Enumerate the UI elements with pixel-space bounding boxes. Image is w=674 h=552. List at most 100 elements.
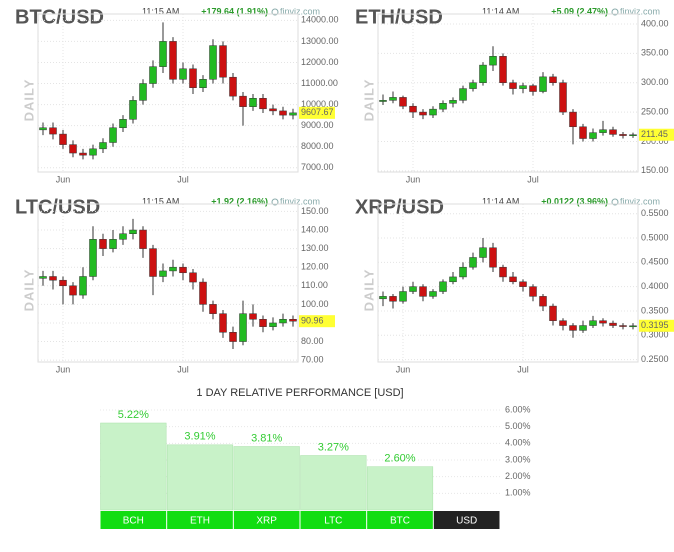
y-tick-label: 8000.00 (301, 141, 334, 151)
y-tick-label: 0.4000 (641, 281, 669, 291)
x-tick-label: Jul (517, 364, 529, 374)
y-tick-label: 0.5000 (641, 232, 669, 242)
candle-body (439, 103, 447, 110)
candle-body (249, 98, 257, 107)
category-box (167, 511, 233, 529)
bar (300, 455, 367, 511)
candle-body (259, 98, 267, 110)
y-tick-label: 130.00 (301, 243, 329, 253)
candle-body (469, 82, 477, 89)
x-tick-label: Jun (56, 364, 71, 374)
candle-body (459, 266, 467, 278)
candle-body (129, 100, 137, 120)
candle-body (479, 247, 487, 258)
x-tick-label: Jun (406, 174, 421, 184)
y-tick-label: 0.3000 (641, 330, 669, 340)
y-tick-label: 100.00 (301, 299, 329, 309)
candle-body (69, 144, 77, 154)
y-tick-label: 250.00 (641, 106, 669, 116)
candle-body (379, 296, 387, 300)
quote-change: +179.64 (1.91%) (201, 6, 268, 16)
y-tick-label: 12000.00 (301, 57, 339, 67)
bar (166, 444, 234, 511)
plot-frame (377, 13, 639, 173)
candle-body (389, 97, 397, 101)
last-price: 0.3195 (641, 320, 669, 330)
candle-body (549, 76, 557, 83)
quote-time: 11:15 AM (142, 6, 179, 16)
candle-body (389, 296, 397, 302)
candle-body (129, 229, 137, 234)
y-tick-label: 4.00% (505, 438, 531, 448)
y-tick-label: 120.00 (301, 262, 329, 272)
candle-body (519, 85, 527, 89)
y-tick-label: 5.00% (505, 421, 531, 431)
y-label: DAILY (361, 79, 376, 122)
candle-body (489, 56, 497, 66)
y-tick-label: 10000.00 (301, 99, 339, 109)
candle-body (399, 97, 407, 107)
candle-body (209, 304, 217, 314)
candle-body (249, 313, 257, 320)
value-label: 2.60% (384, 453, 415, 465)
candle-body (209, 45, 217, 80)
candle-body (239, 313, 247, 342)
y-tick-label: 70.00 (301, 355, 324, 365)
candle-body (439, 281, 447, 292)
candle-body (159, 41, 167, 67)
candle-body (39, 127, 47, 131)
y-tick-label: 11000.00 (301, 78, 338, 88)
x-tick-label: BCH (123, 516, 144, 527)
y-tick-label: 200.00 (641, 136, 669, 146)
candle-body (489, 247, 497, 268)
candle-body (119, 233, 127, 240)
y-tick-label: 9000.00 (301, 120, 334, 130)
plot-frame (37, 203, 299, 363)
source-icon (611, 198, 619, 206)
last-price: 211.45 (641, 129, 668, 139)
candle-body (589, 320, 597, 326)
y-tick-label: 14000.00 (301, 15, 339, 25)
quote-time: 11:14 AM (482, 6, 519, 16)
y-tick-label: 150.00 (301, 206, 329, 216)
x-tick-label: XRP (256, 516, 277, 527)
source-icon (611, 8, 619, 16)
last-price-box (299, 106, 335, 119)
plot-frame (377, 203, 639, 363)
candle-body (409, 286, 417, 292)
x-tick-label: LTC (324, 516, 342, 527)
candle-body (409, 105, 417, 113)
candle-body (89, 148, 97, 156)
candle-body (109, 127, 117, 143)
candle-body (289, 112, 297, 116)
candle-body (449, 276, 457, 283)
panel-title: LTC/USD (15, 196, 100, 218)
candle-body (509, 82, 517, 89)
candle-body (419, 111, 427, 116)
source: finviz.com (620, 6, 660, 16)
category-box (367, 511, 433, 529)
candle-body (199, 281, 207, 305)
candle-body (559, 82, 567, 113)
candle-body (149, 66, 157, 84)
candle-body (549, 305, 557, 321)
candle-body (49, 127, 57, 135)
x-tick-label: Jul (177, 364, 189, 374)
value-label: 3.27% (318, 441, 349, 453)
candle-body (529, 286, 537, 297)
candle-body (499, 56, 507, 83)
quote-change: +5.09 (2.47%) (551, 6, 608, 16)
last-price-box (639, 128, 674, 141)
candle-body (619, 134, 627, 136)
candle-body (519, 281, 527, 287)
value-label: 3.91% (184, 431, 215, 443)
candle-body (269, 108, 277, 112)
candle-body (499, 266, 507, 278)
source-icon (271, 8, 279, 16)
candle-body (39, 276, 47, 279)
y-tick-label: 1.00% (505, 488, 531, 498)
value-label: 5.22% (118, 409, 149, 421)
x-tick-label: Jun (396, 364, 411, 374)
bar (366, 466, 434, 511)
candle-body (459, 88, 467, 101)
